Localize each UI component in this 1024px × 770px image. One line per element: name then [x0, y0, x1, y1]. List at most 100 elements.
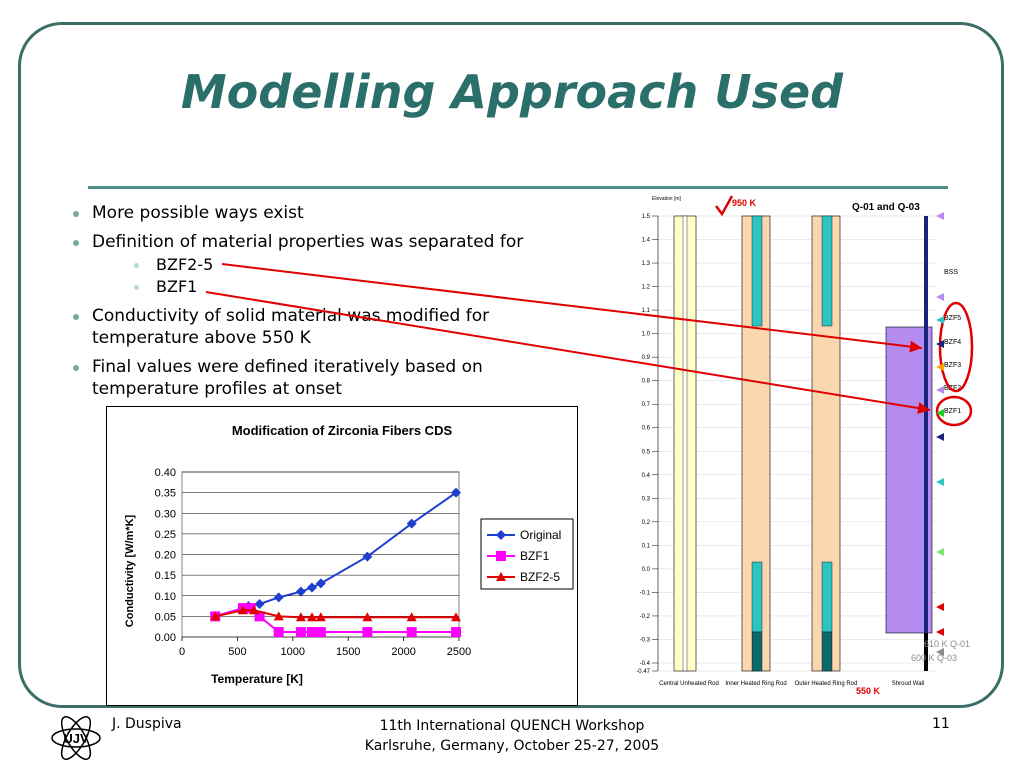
- arrow-bzf1: [205, 291, 931, 414]
- marker-arrow: [936, 340, 944, 348]
- x-tick-label: 2000: [391, 646, 415, 658]
- temp-950-label: 950 K: [732, 198, 757, 208]
- y-tick-label: 0.00: [155, 632, 176, 644]
- central-rod-core: [682, 215, 688, 672]
- y-tick-label: 0.40: [155, 467, 176, 479]
- x-tick-label: 2500: [447, 646, 471, 658]
- data-point: [315, 627, 326, 638]
- inner-rod-bottom: [751, 631, 763, 672]
- legend-marker: [496, 572, 506, 581]
- title-rule: [88, 186, 948, 189]
- data-point: [451, 487, 462, 498]
- col-label-central: Central Unheated Rod: [659, 681, 719, 687]
- inner-rod-upper: [751, 215, 763, 327]
- sub-bullet-item: BZF2-5: [70, 254, 590, 276]
- marker-arrow: [936, 386, 944, 394]
- temp-550-label: 550 K: [856, 686, 881, 696]
- marker-arrow: [936, 212, 944, 220]
- marker-arrow: [936, 293, 944, 301]
- elev-label: 0.2: [642, 520, 651, 526]
- data-point: [273, 611, 284, 621]
- y-tick-label: 0.05: [155, 611, 176, 623]
- data-point: [237, 605, 248, 615]
- bullet-item: Definition of material properties was se…: [70, 231, 590, 253]
- series-line-bzf2-5: [215, 609, 457, 619]
- y-tick-label: 0.25: [155, 529, 176, 541]
- x-tick-label: 1500: [336, 646, 360, 658]
- marker-arrow: [936, 409, 944, 417]
- x-tick-label: 0: [179, 646, 185, 658]
- bullet-item: Final values were defined iteratively ba…: [70, 356, 522, 400]
- nodalization-diagram: Elevation [m] 950 K Q-01 and Q-03 1.5 1.4…: [636, 195, 974, 696]
- temp-610-label: 610 K Q-01: [924, 639, 970, 649]
- outer-rod-bottom: [821, 631, 833, 672]
- data-point: [245, 603, 256, 614]
- slide-title: Modelling Approach Used: [180, 65, 844, 119]
- elev-label: 0.3: [642, 496, 651, 502]
- shroud-label-bzf3: BZF3: [944, 362, 961, 369]
- marker-arrow: [936, 603, 944, 611]
- elev-label: 1.2: [642, 285, 651, 291]
- elev-label: 1.1: [642, 308, 651, 314]
- marker-arrow: [936, 478, 944, 486]
- chart-title: Modification of Zirconia Fibers CDS: [232, 423, 453, 438]
- conductivity-chart: Modification of Zirconia Fibers CDS Temp…: [106, 406, 578, 706]
- data-point: [406, 612, 417, 622]
- marker-arrow: [936, 628, 944, 636]
- legend-label: BZF2-5: [520, 570, 560, 584]
- elev-label: -0.4: [640, 661, 651, 667]
- data-point: [306, 627, 317, 638]
- legend-marker: [496, 551, 506, 561]
- elev-label: 0.8: [642, 379, 651, 385]
- legend-label: Original: [520, 528, 561, 542]
- elev-label: -0.2: [640, 614, 651, 620]
- data-point: [315, 612, 326, 622]
- footer-page-number: 11: [932, 716, 950, 732]
- data-point: [295, 627, 306, 638]
- elev-label: 0.0: [642, 567, 651, 573]
- bullet-list: More possible ways exist Definition of m…: [70, 202, 590, 407]
- col-label-inner: Inner Heated Ring Rod: [725, 681, 786, 687]
- marker-arrow: [936, 316, 944, 324]
- data-point: [210, 611, 221, 621]
- elev-label: 1.3: [642, 261, 651, 267]
- elev-label: -0.3: [640, 637, 651, 643]
- footer-author: J. Duspiva: [112, 716, 182, 732]
- marker-arrow: [936, 548, 944, 556]
- col-label-shroud: Shroud Wall: [892, 681, 924, 687]
- data-point: [249, 605, 260, 615]
- data-point: [254, 611, 265, 622]
- marker-arrow: [936, 433, 944, 441]
- data-point: [362, 551, 373, 562]
- data-point: [254, 599, 265, 609]
- x-tick-label: 1000: [281, 646, 305, 658]
- y-tick-label: 0.35: [155, 488, 176, 500]
- shroud-label-bzf5: BZF5: [944, 315, 961, 322]
- data-point: [406, 518, 417, 529]
- ujv-logo: ÚJV: [48, 710, 104, 766]
- shroud-label-bss: BSS: [944, 269, 958, 276]
- elev-label: -0.47: [636, 669, 650, 675]
- data-point: [451, 612, 462, 622]
- highlight-bzf2-5: [938, 301, 974, 393]
- marker-arrow: [936, 363, 944, 371]
- y-tick-label: 0.15: [155, 570, 176, 582]
- legend-marker: [496, 530, 506, 540]
- elev-label: 0.4: [642, 473, 651, 479]
- elev-label: 0.1: [642, 543, 651, 549]
- shroud-wall-bottom: [924, 633, 928, 671]
- marker-arrow: [936, 648, 944, 656]
- elev-label: 0.7: [642, 402, 651, 408]
- x-axis-label: Temperature [K]: [211, 672, 303, 686]
- elevation-label: Elevation [m]: [652, 196, 682, 202]
- shroud-label-bzf2: BZF2: [944, 385, 961, 392]
- sub-bullet-item: BZF1: [70, 276, 590, 298]
- slide-frame: [18, 22, 1004, 708]
- data-point: [406, 627, 417, 638]
- footer-event-line2: Karlsruhe, Germany, October 25-27, 2005: [364, 738, 660, 754]
- temp-600-label: 600 K Q-03: [911, 653, 957, 663]
- elev-label: -0.1: [640, 590, 651, 596]
- elev-label: 0.5: [642, 449, 651, 455]
- shroud-label-bzf1: BZF1: [944, 408, 961, 415]
